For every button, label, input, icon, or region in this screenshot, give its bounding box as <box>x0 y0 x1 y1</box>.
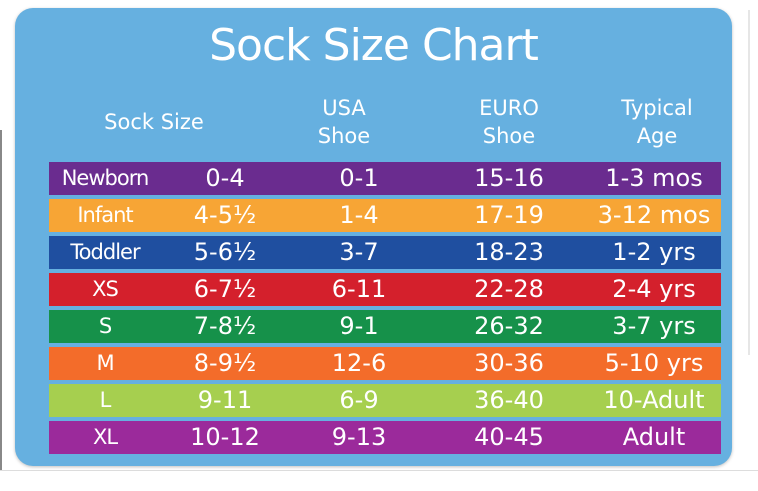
usa-shoe-value: 0-1 <box>339 164 379 192</box>
header-typical-age: Typical Age <box>597 86 717 158</box>
usa-shoe-value: 3-7 <box>339 238 379 266</box>
sock-size-value: 0-4 <box>205 164 245 192</box>
size-label: M <box>96 351 114 375</box>
size-label: Newborn <box>61 166 150 190</box>
right-edge-line <box>748 10 750 355</box>
header-age-line1: Typical <box>621 95 693 120</box>
size-label: S <box>98 314 112 338</box>
sock-size-value: 10-12 <box>190 423 260 451</box>
typical-age-value: 5-10 yrs <box>604 349 704 377</box>
typical-age-value: 10-Adult <box>603 386 705 414</box>
euro-shoe-value: 18-23 <box>474 238 544 266</box>
euro-shoe-value: 22-28 <box>474 275 544 303</box>
size-label: XS <box>92 277 119 301</box>
sock-size-value: 6-7½ <box>193 275 257 303</box>
header-usa-line1: USA <box>322 95 366 120</box>
header-age-line2: Age <box>636 124 678 148</box>
usa-shoe-value: 9-1 <box>339 312 379 340</box>
typical-age-value: 2-4 yrs <box>612 275 696 303</box>
size-label: L <box>99 388 112 412</box>
sock-size-value: 8-9½ <box>193 349 257 377</box>
header-usa-line2: Shoe <box>317 124 371 148</box>
header-sock-size: Sock Size <box>79 86 229 158</box>
table-row: Infant 4-5½ 1-4 17-19 3-12 mos <box>49 199 721 232</box>
table-row: Newborn 0-4 0-1 15-16 1-3 mos <box>49 162 721 195</box>
usa-shoe-value: 6-9 <box>339 386 379 414</box>
table-row: XS 6-7½ 6-11 22-28 2-4 yrs <box>49 273 721 306</box>
size-chart-card: Sock Size Chart Sock Size USA Shoe EURO … <box>15 8 732 466</box>
size-table: Newborn 0-4 0-1 15-16 1-3 mos Infant 4-5… <box>49 162 721 458</box>
table-row: S 7-8½ 9-1 26-32 3-7 yrs <box>49 310 721 343</box>
bottom-edge-line <box>0 470 758 471</box>
sock-size-value: 9-11 <box>197 386 253 414</box>
euro-shoe-value: 36-40 <box>474 386 544 414</box>
sock-size-value: 5-6½ <box>193 238 257 266</box>
header-euro-line1: EURO <box>479 95 539 120</box>
typical-age-value: 3-7 yrs <box>612 312 696 340</box>
chart-title: Sock Size Chart <box>209 20 539 71</box>
size-label: XL <box>92 425 118 449</box>
header-euro-line2: Shoe <box>482 124 536 148</box>
usa-shoe-value: 1-4 <box>339 201 379 229</box>
header-euro-shoe: EURO Shoe <box>449 86 569 158</box>
table-row: Toddler 5-6½ 3-7 18-23 1-2 yrs <box>49 236 721 269</box>
typical-age-value: 1-2 yrs <box>612 238 696 266</box>
euro-shoe-value: 17-19 <box>474 201 544 229</box>
header-usa-shoe: USA Shoe <box>294 86 394 158</box>
size-label: Toddler <box>70 240 140 264</box>
table-row: L 9-11 6-9 36-40 10-Adult <box>49 384 721 417</box>
sock-size-value: 4-5½ <box>193 201 257 229</box>
euro-shoe-value: 40-45 <box>474 423 544 451</box>
size-label: Infant <box>77 203 133 227</box>
table-header: Sock Size USA Shoe EURO Shoe Typical Age <box>49 86 721 158</box>
table-row: M 8-9½ 12-6 30-36 5-10 yrs <box>49 347 721 380</box>
sock-size-value: 7-8½ <box>193 312 257 340</box>
usa-shoe-value: 6-11 <box>331 275 387 303</box>
usa-shoe-value: 12-6 <box>331 349 387 377</box>
euro-shoe-value: 15-16 <box>474 164 544 192</box>
euro-shoe-value: 26-32 <box>474 312 544 340</box>
typical-age-value: 1-3 mos <box>605 164 703 192</box>
typical-age-value: Adult <box>622 423 686 451</box>
header-sock-size-label: Sock Size <box>104 109 204 134</box>
typical-age-value: 3-12 mos <box>597 201 711 229</box>
usa-shoe-value: 9-13 <box>331 423 387 451</box>
left-edge-line <box>0 130 2 470</box>
euro-shoe-value: 30-36 <box>474 349 544 377</box>
table-row: XL 10-12 9-13 40-45 Adult <box>49 421 721 454</box>
